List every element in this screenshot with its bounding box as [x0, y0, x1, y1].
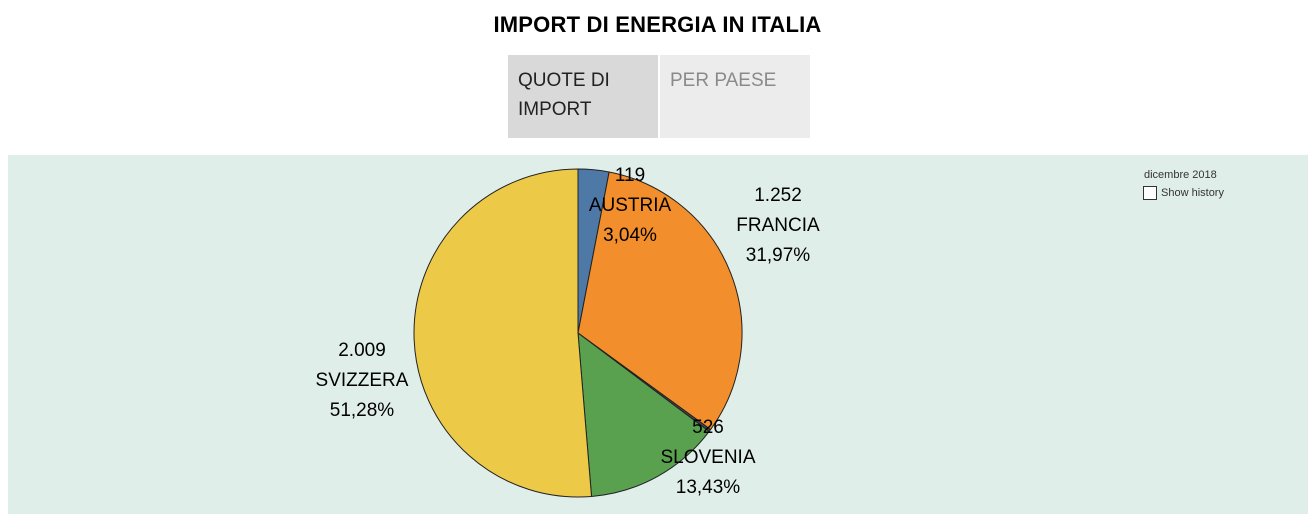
slice-label-francia-percent: 31,97% — [746, 245, 811, 266]
slice-label-svizzera-percent: 51,28% — [330, 400, 395, 421]
pie-slice-francia[interactable] — [577, 171, 743, 431]
show-history-label: Show history — [1161, 187, 1224, 199]
pie-slice-svizzera[interactable] — [413, 168, 593, 498]
slice-label-slovenia-name: SLOVENIA — [660, 447, 755, 468]
pie-slice-slovenia[interactable] — [577, 331, 710, 497]
show-history-toggle[interactable]: Show history — [1143, 186, 1224, 200]
show-history-checkbox[interactable] — [1143, 186, 1157, 200]
slice-label-slovenia-percent: 13,43% — [676, 477, 741, 498]
tab-quote-di-import[interactable]: QUOTE DI IMPORT — [508, 55, 658, 138]
chart-panel: 119 AUSTRIA 3,04% 1.252 FRANCIA 31,97% 526 SLOV… — [8, 155, 1308, 514]
slice-label-svizzera-name: SVIZZERA — [316, 370, 409, 391]
slice-label-francia-value: 1.252 — [754, 185, 802, 206]
slice-label-austria-name: AUSTRIA — [589, 195, 672, 216]
slice-label-slovenia-value: 526 — [692, 417, 724, 438]
pie-chart: 119 AUSTRIA 3,04% 1.252 FRANCIA 31,97% 526 SLOV… — [316, 165, 820, 498]
period-label: dicembre 2018 — [1144, 169, 1217, 181]
view-tabs: QUOTE DI IMPORT PER PAESE — [508, 55, 810, 138]
chart-title: IMPORT DI ENERGIA IN ITALIA — [493, 12, 822, 37]
slice-label-francia-name: FRANCIA — [736, 215, 820, 236]
tab-per-paese[interactable]: PER PAESE — [660, 55, 810, 138]
slice-label-svizzera-value: 2.009 — [338, 340, 386, 361]
slice-label-austria-percent: 3,04% — [603, 225, 657, 246]
slice-label-austria-value: 119 — [615, 165, 645, 186]
